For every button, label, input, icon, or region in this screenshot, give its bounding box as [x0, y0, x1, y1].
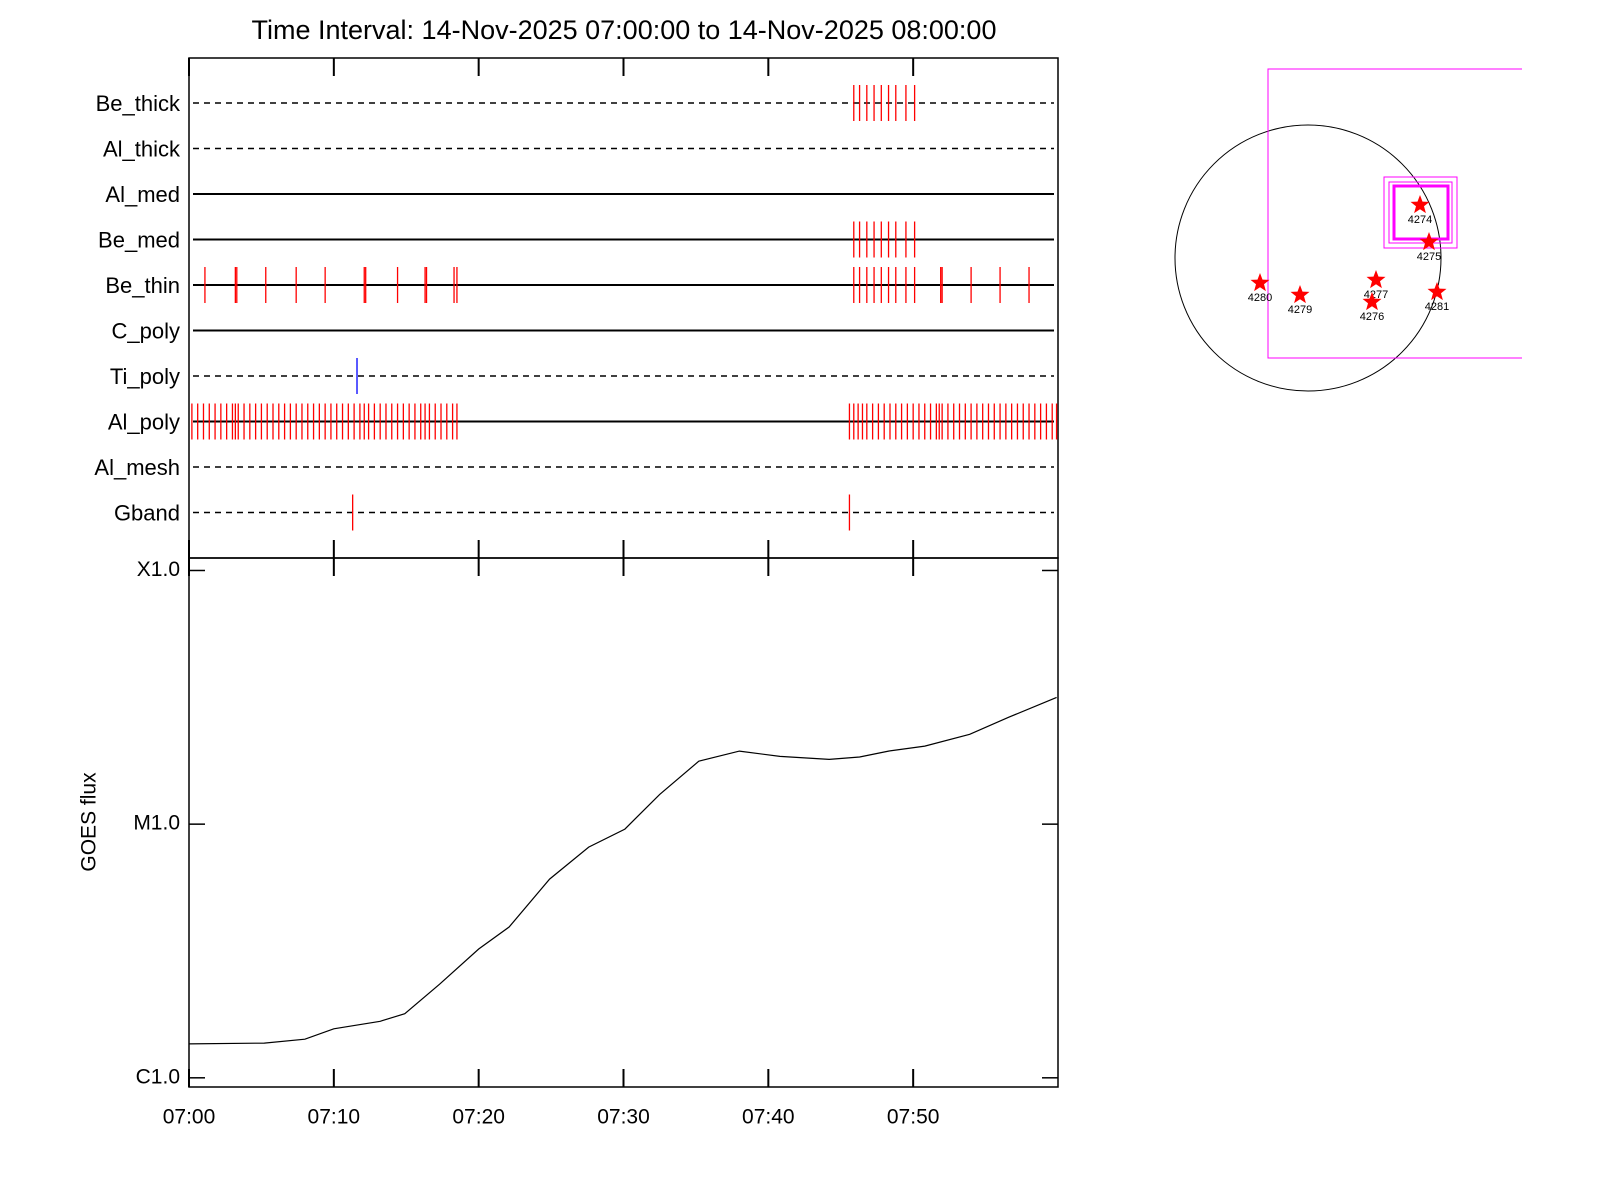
row-label: Be_thin — [105, 273, 180, 298]
solar-disk — [1174, 124, 1442, 392]
region-star — [1250, 273, 1270, 292]
row-label: Al_mesh — [94, 455, 180, 480]
fov-box — [1267, 68, 1522, 359]
x-tick-label: 07:50 — [887, 1106, 940, 1129]
y-tick-label: X1.0 — [137, 558, 180, 581]
y-tick-label: C1.0 — [136, 1065, 180, 1088]
region-label: 4281 — [1425, 301, 1449, 313]
row-label: Be_thick — [96, 91, 181, 116]
region-box — [1392, 184, 1450, 241]
region-star — [1362, 292, 1382, 311]
x-tick-label: 07:10 — [308, 1106, 361, 1129]
row-label: Ti_poly — [110, 364, 180, 389]
region-label: 4276 — [1360, 311, 1384, 323]
region-label: 4274 — [1408, 214, 1432, 226]
x-tick-label: 07:40 — [742, 1106, 795, 1129]
row-label: Al_thick — [103, 136, 181, 161]
chart-title: Time Interval: 14-Nov-2025 07:00:00 to 1… — [252, 15, 997, 45]
region-star — [1427, 282, 1447, 301]
y-tick-label: M1.0 — [133, 812, 180, 835]
flux-line — [188, 696, 1057, 1045]
region-label: 4279 — [1288, 304, 1312, 316]
row-label: Be_med — [98, 227, 180, 252]
region-star — [1419, 232, 1439, 251]
row-label: C_poly — [112, 318, 180, 343]
row-label: Al_poly — [108, 409, 180, 434]
x-tick-label: 07:20 — [452, 1106, 505, 1129]
region-star — [1366, 270, 1386, 289]
region-box — [1383, 176, 1458, 249]
region-label: 4275 — [1417, 251, 1441, 263]
region-box — [1388, 181, 1453, 244]
y-axis-label: GOES flux — [78, 772, 101, 872]
row-label: Al_med — [105, 182, 180, 207]
goes-panel-frame — [188, 557, 1059, 1088]
x-tick-label: 07:00 — [163, 1106, 216, 1129]
event-panel-frame — [188, 57, 1059, 559]
x-tick-label: 07:30 — [597, 1106, 650, 1129]
region-star — [1290, 285, 1310, 304]
region-star — [1410, 195, 1430, 214]
row-label: Gband — [114, 500, 180, 525]
region-label: 4280 — [1248, 292, 1272, 304]
